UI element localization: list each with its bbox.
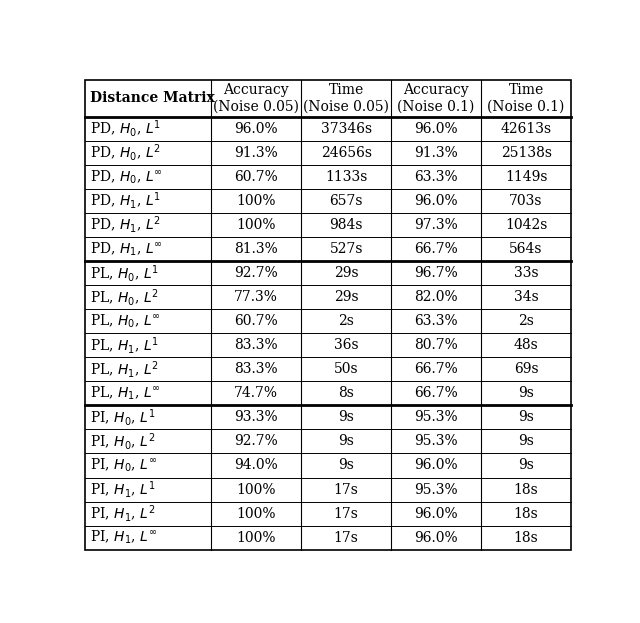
Text: 9s: 9s bbox=[518, 411, 534, 424]
Text: 17s: 17s bbox=[334, 506, 358, 521]
Text: 18s: 18s bbox=[514, 531, 538, 545]
Text: 564s: 564s bbox=[509, 242, 543, 256]
Text: 9s: 9s bbox=[339, 411, 354, 424]
Text: 33s: 33s bbox=[514, 266, 538, 280]
Text: 96.0%: 96.0% bbox=[414, 194, 458, 208]
Text: 100%: 100% bbox=[237, 531, 276, 545]
Text: 34s: 34s bbox=[514, 290, 538, 304]
Text: PD, $H_1$, $L^2$: PD, $H_1$, $L^2$ bbox=[90, 214, 161, 235]
Text: 60.7%: 60.7% bbox=[234, 314, 278, 328]
Text: PI, $H_1$, $L^\infty$: PI, $H_1$, $L^\infty$ bbox=[90, 529, 157, 546]
Text: 657s: 657s bbox=[330, 194, 363, 208]
Text: 82.0%: 82.0% bbox=[414, 290, 458, 304]
Text: 25138s: 25138s bbox=[500, 146, 552, 160]
Text: PL, $H_1$, $L^2$: PL, $H_1$, $L^2$ bbox=[90, 359, 159, 380]
Text: PL, $H_1$, $L^\infty$: PL, $H_1$, $L^\infty$ bbox=[90, 384, 161, 402]
Text: 63.3%: 63.3% bbox=[414, 314, 458, 328]
Text: 9s: 9s bbox=[339, 459, 354, 472]
Text: PD, $H_0$, $L^\infty$: PD, $H_0$, $L^\infty$ bbox=[90, 168, 163, 186]
Text: 9s: 9s bbox=[339, 434, 354, 449]
Text: 92.7%: 92.7% bbox=[234, 434, 278, 449]
Text: PI, $H_1$, $L^2$: PI, $H_1$, $L^2$ bbox=[90, 503, 156, 524]
Text: 9s: 9s bbox=[518, 434, 534, 449]
Text: 93.3%: 93.3% bbox=[234, 411, 278, 424]
Text: PL, $H_0$, $L^\infty$: PL, $H_0$, $L^\infty$ bbox=[90, 313, 161, 330]
Text: 96.0%: 96.0% bbox=[234, 121, 278, 136]
Text: 37346s: 37346s bbox=[321, 121, 372, 136]
Text: 2s: 2s bbox=[518, 314, 534, 328]
Text: 100%: 100% bbox=[237, 218, 276, 232]
Text: 66.7%: 66.7% bbox=[414, 386, 458, 401]
Text: PD, $H_1$, $L^\infty$: PD, $H_1$, $L^\infty$ bbox=[90, 240, 163, 258]
Text: 80.7%: 80.7% bbox=[414, 338, 458, 352]
Text: 96.0%: 96.0% bbox=[414, 459, 458, 472]
Text: 97.3%: 97.3% bbox=[414, 218, 458, 232]
Text: 2s: 2s bbox=[339, 314, 354, 328]
Text: 29s: 29s bbox=[334, 266, 358, 280]
Text: 91.3%: 91.3% bbox=[234, 146, 278, 160]
Text: Time
(Noise 0.05): Time (Noise 0.05) bbox=[303, 82, 389, 114]
Text: 83.3%: 83.3% bbox=[234, 363, 278, 376]
Text: 83.3%: 83.3% bbox=[234, 338, 278, 352]
Text: Accuracy
(Noise 0.1): Accuracy (Noise 0.1) bbox=[397, 82, 475, 114]
Text: 94.0%: 94.0% bbox=[234, 459, 278, 472]
Text: 8s: 8s bbox=[339, 386, 354, 401]
Text: PD, $H_0$, $L^1$: PD, $H_0$, $L^1$ bbox=[90, 118, 161, 140]
Text: 36s: 36s bbox=[334, 338, 358, 352]
Text: Time
(Noise 0.1): Time (Noise 0.1) bbox=[488, 82, 564, 114]
Text: 96.0%: 96.0% bbox=[414, 531, 458, 545]
Text: 60.7%: 60.7% bbox=[234, 170, 278, 184]
Text: 95.3%: 95.3% bbox=[414, 483, 458, 497]
Text: 96.7%: 96.7% bbox=[414, 266, 458, 280]
Text: 1149s: 1149s bbox=[505, 170, 547, 184]
Text: 77.3%: 77.3% bbox=[234, 290, 278, 304]
Text: 703s: 703s bbox=[509, 194, 543, 208]
Text: 95.3%: 95.3% bbox=[414, 411, 458, 424]
Text: Distance Matrix: Distance Matrix bbox=[90, 91, 214, 105]
Text: 17s: 17s bbox=[334, 483, 358, 497]
Text: 29s: 29s bbox=[334, 290, 358, 304]
Text: 9s: 9s bbox=[518, 459, 534, 472]
Text: 1133s: 1133s bbox=[325, 170, 367, 184]
Text: 527s: 527s bbox=[330, 242, 363, 256]
Text: PL, $H_1$, $L^1$: PL, $H_1$, $L^1$ bbox=[90, 335, 159, 356]
Text: PD, $H_1$, $L^1$: PD, $H_1$, $L^1$ bbox=[90, 191, 161, 211]
Text: 74.7%: 74.7% bbox=[234, 386, 278, 401]
Text: 92.7%: 92.7% bbox=[234, 266, 278, 280]
Text: PI, $H_0$, $L^2$: PI, $H_0$, $L^2$ bbox=[90, 431, 156, 452]
Text: PI, $H_0$, $L^1$: PI, $H_0$, $L^1$ bbox=[90, 407, 156, 428]
Text: 81.3%: 81.3% bbox=[234, 242, 278, 256]
Text: PL, $H_0$, $L^2$: PL, $H_0$, $L^2$ bbox=[90, 287, 159, 308]
Text: 66.7%: 66.7% bbox=[414, 242, 458, 256]
Text: PD, $H_0$, $L^2$: PD, $H_0$, $L^2$ bbox=[90, 142, 161, 163]
Text: 17s: 17s bbox=[334, 531, 358, 545]
Text: 18s: 18s bbox=[514, 483, 538, 497]
Text: 96.0%: 96.0% bbox=[414, 121, 458, 136]
Text: PL, $H_0$, $L^1$: PL, $H_0$, $L^1$ bbox=[90, 262, 159, 283]
Text: Accuracy
(Noise 0.05): Accuracy (Noise 0.05) bbox=[213, 82, 300, 114]
Text: 95.3%: 95.3% bbox=[414, 434, 458, 449]
Text: 96.0%: 96.0% bbox=[414, 506, 458, 521]
Text: 984s: 984s bbox=[330, 218, 363, 232]
Text: 48s: 48s bbox=[514, 338, 538, 352]
Text: PI, $H_0$, $L^\infty$: PI, $H_0$, $L^\infty$ bbox=[90, 457, 157, 474]
Text: 50s: 50s bbox=[334, 363, 358, 376]
Text: PI, $H_1$, $L^1$: PI, $H_1$, $L^1$ bbox=[90, 479, 156, 500]
Text: 69s: 69s bbox=[514, 363, 538, 376]
Text: 100%: 100% bbox=[237, 483, 276, 497]
Text: 66.7%: 66.7% bbox=[414, 363, 458, 376]
Text: 100%: 100% bbox=[237, 506, 276, 521]
Text: 24656s: 24656s bbox=[321, 146, 372, 160]
Text: 63.3%: 63.3% bbox=[414, 170, 458, 184]
Text: 100%: 100% bbox=[237, 194, 276, 208]
Text: 42613s: 42613s bbox=[500, 121, 552, 136]
Text: 9s: 9s bbox=[518, 386, 534, 401]
Text: 91.3%: 91.3% bbox=[414, 146, 458, 160]
Text: 1042s: 1042s bbox=[505, 218, 547, 232]
Text: 18s: 18s bbox=[514, 506, 538, 521]
